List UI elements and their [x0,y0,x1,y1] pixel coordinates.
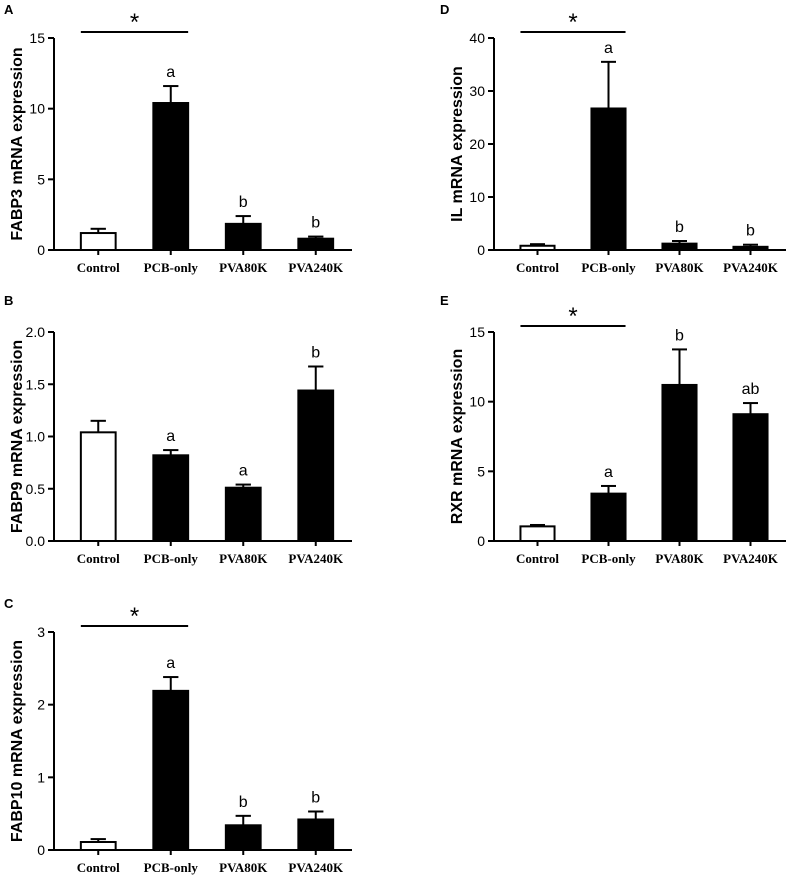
y-axis-label: RXR mRNA expression [449,349,466,524]
x-tick-label: Control [516,551,559,566]
bar [661,242,698,251]
significance-label: b [239,194,248,211]
bar [152,689,190,851]
x-tick-label: PCB-only [144,860,199,875]
bar [224,824,262,852]
bar [152,454,190,542]
y-tick-label: 10 [29,101,45,117]
bar [519,244,556,251]
significance-label: b [746,223,755,240]
x-tick-label: PVA240K [288,860,344,875]
x-tick-label: PCB-only [144,551,199,566]
panel-c: C 0 1 2 3 FABP10 mRNA expression Control PCB-on… [4,596,352,875]
y-tick-label: 10 [469,394,485,410]
y-tick-label: 1.0 [26,429,46,445]
panel-letter: A [4,2,14,17]
bar [519,525,556,542]
panel-letter: D [440,2,449,17]
y-tick-label: 5 [37,171,45,187]
significance-label: a [604,464,613,481]
y-tick-label: 0 [37,842,45,858]
significance-label: b [311,789,320,806]
bar [79,232,117,251]
bar [590,492,627,543]
bar [661,383,698,542]
bar [590,107,627,251]
bar [297,818,335,851]
bar [224,222,262,251]
panel-d: D 0 10 20 30 40 IL mRNA expression Control PCB-o… [440,2,786,275]
bar [297,389,335,542]
y-axis-label: FABP10 mRNA expression [9,640,26,842]
bar [732,413,769,542]
y-tick-label: 1 [37,769,45,785]
panel-letter: C [4,596,14,611]
y-axis-label: FABP3 mRNA expression [9,47,26,240]
y-tick-label: 1.5 [26,376,46,392]
significance-label: a [604,40,613,57]
y-tick-label: 0.0 [26,533,46,549]
y-tick-label: 5 [477,463,485,479]
x-tick-label: PCB-only [144,260,199,275]
bar [79,841,117,851]
x-tick-label: Control [77,860,120,875]
significance-label: a [239,463,248,480]
significance-star: * [130,9,139,36]
significance-star: * [568,9,577,36]
y-tick-label: 30 [469,83,485,99]
significance-label: a [166,64,175,81]
x-tick-label: PVA240K [723,551,779,566]
y-tick-label: 3 [37,624,45,640]
significance-label: ab [742,381,760,398]
y-tick-label: 10 [469,189,485,205]
panel-letter: B [4,293,13,308]
significance-star: * [568,303,577,330]
x-tick-label: PVA80K [219,260,268,275]
y-axis-label: FABP9 mRNA expression [9,340,26,533]
x-tick-label: PCB-only [581,260,636,275]
x-tick-label: PVA240K [288,551,344,566]
y-tick-label: 2 [37,697,45,713]
y-tick-label: 2.0 [26,324,46,340]
x-tick-label: Control [516,260,559,275]
y-tick-label: 20 [469,136,485,152]
bar [152,102,190,251]
x-tick-label: Control [77,551,120,566]
x-tick-label: PVA80K [655,551,704,566]
y-axis-label: IL mRNA expression [449,66,466,222]
y-tick-label: 15 [29,30,45,46]
y-tick-label: 15 [469,324,485,340]
bar [732,245,769,252]
significance-label: a [166,655,175,672]
significance-label: b [675,219,684,236]
significance-label: a [166,428,175,445]
bar [224,486,262,542]
significance-star: * [130,603,139,630]
y-tick-label: 0 [477,533,485,549]
significance-label: b [239,794,248,811]
significance-label: b [311,344,320,361]
y-tick-label: 0.5 [26,481,46,497]
x-tick-label: PCB-only [581,551,636,566]
x-tick-label: PVA80K [655,260,704,275]
significance-label: b [311,215,320,232]
y-tick-label: 40 [469,30,485,46]
y-tick-label: 0 [477,242,485,258]
x-tick-label: PVA80K [219,551,268,566]
x-tick-label: PVA80K [219,860,268,875]
bar [297,237,335,251]
panel-letter: E [440,293,449,308]
x-tick-label: Control [77,260,120,275]
x-tick-label: PVA240K [723,260,779,275]
x-tick-label: PVA240K [288,260,344,275]
bar [79,431,117,543]
significance-label: b [675,327,684,344]
y-tick-label: 0 [37,242,45,258]
